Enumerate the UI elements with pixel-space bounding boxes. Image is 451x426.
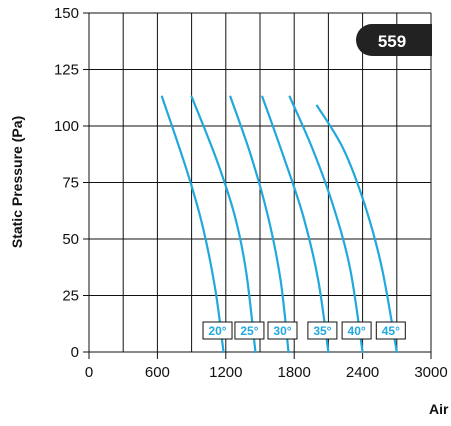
series-line-6 — [315, 104, 398, 354]
series-line-5 — [288, 95, 364, 354]
tick-labels: 0 600 1200 1800 2400 3000 0 25 50 75 100 125 150 — [54, 5, 448, 381]
angle-label-box — [307, 321, 338, 340]
angle-label-box — [375, 321, 406, 340]
y-tick-label: 100 — [54, 118, 79, 135]
angle-label-6: 45° — [375, 321, 406, 340]
angle-label-3: 30° — [267, 321, 298, 340]
angle-label-text: 30° — [273, 324, 291, 338]
angle-label-1: 20° — [202, 321, 233, 340]
x-tick-label: 1800 — [278, 364, 311, 381]
angle-label-text: 20° — [208, 324, 226, 338]
series-line-4 — [261, 95, 330, 354]
y-tick-label: 150 — [54, 5, 79, 22]
angle-label-text: 25° — [240, 324, 258, 338]
grid-lines — [83, 12, 432, 359]
angle-label-box — [202, 321, 233, 340]
x-tick-label: 0 — [85, 364, 93, 381]
x-tick-label: 2400 — [346, 364, 379, 381]
angle-label-text: 35° — [313, 324, 331, 338]
angle-label-text: 45° — [382, 324, 400, 338]
angle-label-box — [234, 321, 265, 340]
y-tick-label: 125 — [54, 62, 79, 79]
y-tick-label: 25 — [62, 288, 79, 305]
angle-label-text: 40° — [348, 324, 366, 338]
x-tick-label: 3000 — [414, 364, 447, 381]
y-tick-label: 75 — [62, 175, 79, 192]
series-line-1 — [160, 95, 225, 354]
x-tick-label: 600 — [145, 364, 170, 381]
series-line-2 — [190, 95, 257, 354]
angle-label-5: 40° — [341, 321, 372, 340]
angle-label-box — [267, 321, 298, 340]
y-axis-label: Static Pressure (Pa) — [9, 116, 25, 248]
angle-label-box — [341, 321, 372, 340]
model-badge-text: 559 — [378, 32, 406, 51]
series-line-3 — [229, 95, 290, 354]
angle-label-4: 35° — [307, 321, 338, 340]
y-tick-label: 50 — [62, 231, 79, 248]
model-badge-shape — [356, 24, 432, 56]
x-axis-label: Air — [429, 401, 449, 417]
angle-label-2: 25° — [234, 321, 265, 340]
x-tick-label: 1200 — [209, 364, 242, 381]
blade-angle-labels: 20° 25° 30° 35° 40° 45° — [202, 321, 406, 340]
y-tick-label: 0 — [71, 344, 79, 361]
series-curves — [160, 95, 398, 354]
model-badge: 559 — [356, 24, 432, 56]
